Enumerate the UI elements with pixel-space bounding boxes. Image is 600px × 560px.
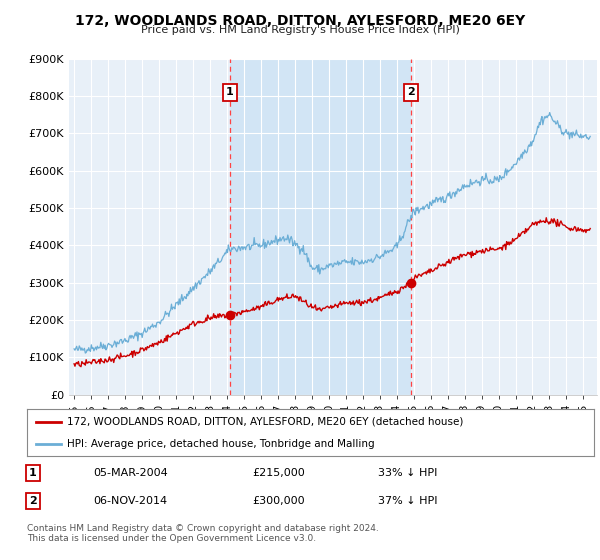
Text: 2: 2 xyxy=(407,87,415,97)
Text: Price paid vs. HM Land Registry's House Price Index (HPI): Price paid vs. HM Land Registry's House … xyxy=(140,25,460,35)
Text: £300,000: £300,000 xyxy=(252,496,305,506)
Text: 37% ↓ HPI: 37% ↓ HPI xyxy=(378,496,437,506)
Text: 1: 1 xyxy=(29,468,37,478)
Text: 1: 1 xyxy=(226,87,234,97)
Text: 06-NOV-2014: 06-NOV-2014 xyxy=(93,496,167,506)
Text: £215,000: £215,000 xyxy=(252,468,305,478)
Text: HPI: Average price, detached house, Tonbridge and Malling: HPI: Average price, detached house, Tonb… xyxy=(67,438,374,449)
Text: 172, WOODLANDS ROAD, DITTON, AYLESFORD, ME20 6EY: 172, WOODLANDS ROAD, DITTON, AYLESFORD, … xyxy=(75,14,525,28)
Text: Contains HM Land Registry data © Crown copyright and database right 2024.
This d: Contains HM Land Registry data © Crown c… xyxy=(27,524,379,543)
Text: 172, WOODLANDS ROAD, DITTON, AYLESFORD, ME20 6EY (detached house): 172, WOODLANDS ROAD, DITTON, AYLESFORD, … xyxy=(67,417,463,427)
Bar xyxy=(230,59,411,395)
Text: 05-MAR-2004: 05-MAR-2004 xyxy=(93,468,168,478)
Text: 33% ↓ HPI: 33% ↓ HPI xyxy=(378,468,437,478)
Text: 2: 2 xyxy=(29,496,37,506)
